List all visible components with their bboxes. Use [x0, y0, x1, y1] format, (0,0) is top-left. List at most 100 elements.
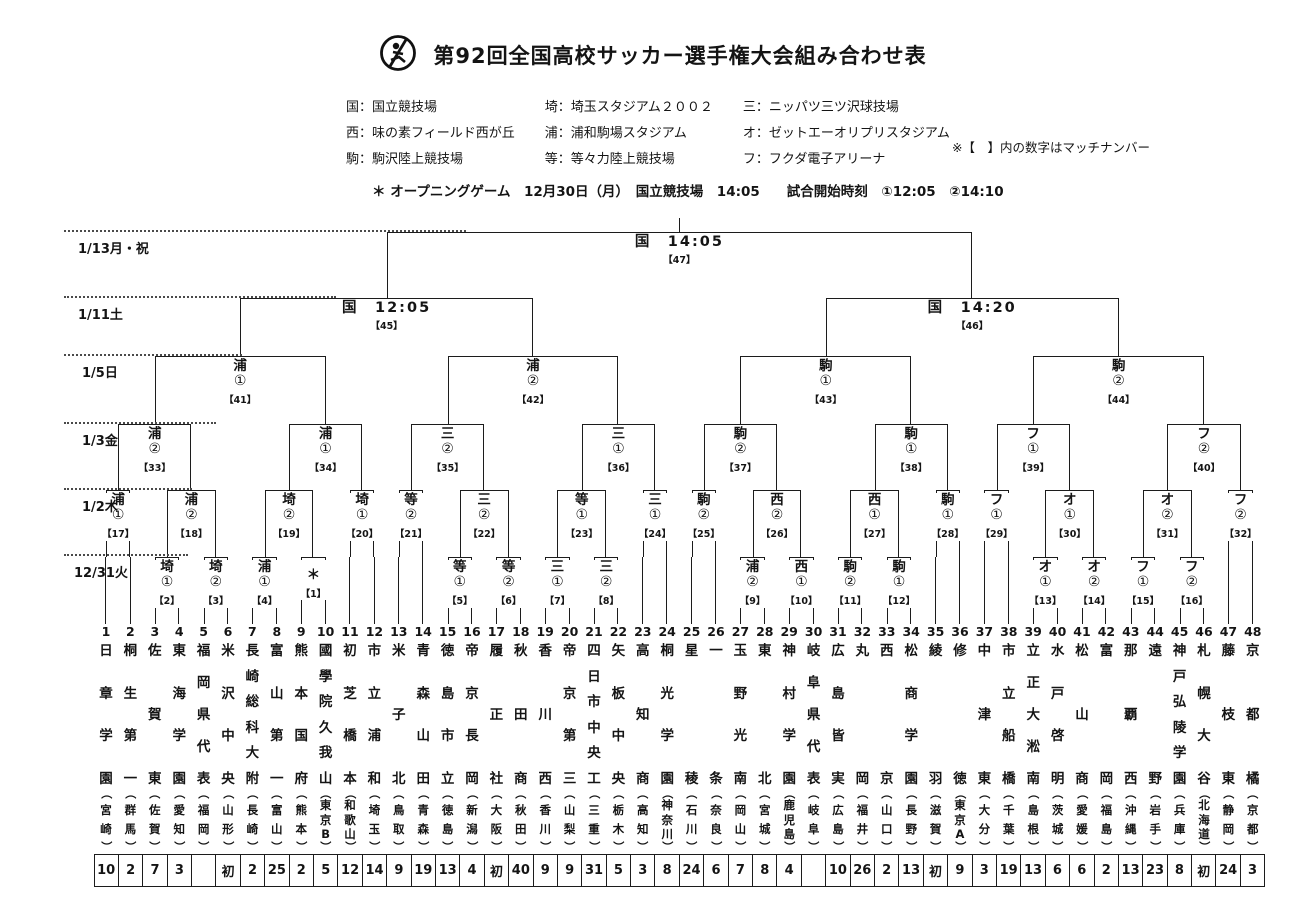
match-number: 【15】 [1126, 596, 1160, 608]
match-29-label: フ ① 【29】 [979, 492, 1014, 541]
match-venue: 西 [770, 492, 784, 508]
match-27-label: 西 ① 【27】 [857, 493, 892, 541]
team-column-1: 1 日章学園（宮崎） [94, 624, 119, 852]
team-name: 東北 [758, 643, 772, 787]
team-column-12: 12 市立浦和（埼玉） [362, 624, 387, 852]
team-column-25: 25 星稜（石川） [679, 624, 704, 852]
match-number: 【10】 [785, 596, 818, 608]
match-venue: オ [1087, 559, 1101, 575]
team-column-33: 33 西京（山口） [874, 624, 899, 852]
team-name: 米沢中央 [221, 643, 235, 787]
bye-line-team-35 [934, 557, 936, 624]
match-venue: 埼 [282, 492, 296, 508]
team-prefecture: （山口） [880, 788, 894, 852]
match-9-label: 浦 ② 【9】 [738, 560, 767, 608]
team-number: 11 [341, 624, 359, 639]
team-prefecture: （福井） [855, 788, 869, 852]
team-column-40: 40 水戸啓明（茨城） [1045, 624, 1070, 852]
appearance-count-cell: 13 [1020, 855, 1044, 886]
team-column-32: 32 丸岡（福井） [850, 624, 875, 852]
legend-column: 埼：埼玉スタジアム２００２ 浦：浦和駒場スタジアム 等：等々力陸上競技場 [545, 96, 713, 167]
team-name: 徳島市立 [440, 643, 455, 787]
legend-item: 国：国立競技場 [346, 100, 438, 115]
match-16-label: フ ② 【16】 [1174, 559, 1209, 608]
match-venue: フ [1197, 426, 1211, 442]
match-33-connector: 浦 ② 【33】 [118, 424, 192, 490]
team-prefecture: （長崎） [245, 788, 259, 852]
team-name: 松商学園 [904, 643, 918, 787]
match-slot: ① [551, 573, 564, 590]
team-column-27: 27 玉野光南（岡山） [728, 624, 753, 852]
match-slot: ① [355, 506, 369, 523]
match-number: 【6】 [495, 596, 522, 608]
match-11-connector: 駒 ② 【11】 [833, 557, 868, 624]
bye-line-team-47 [1227, 557, 1229, 624]
team-number: 4 [174, 624, 184, 639]
match-venue: 等 [575, 492, 589, 508]
match-33-label: 浦 ② 【33】 [137, 427, 172, 475]
team-name: 帝京第三 [562, 643, 577, 787]
match-number: 【8】 [593, 596, 619, 608]
match-venue-time: 国 12:05 [342, 300, 432, 316]
match-venue: 三 [550, 559, 565, 575]
team-column-46: 46 札幌大谷（北海道） [1192, 624, 1217, 852]
appearance-count-cell: 19 [995, 855, 1020, 886]
match-46-connector: 国 14:20 【46】 [825, 298, 1119, 356]
legend-item: 西：味の素フィールド西が丘 [346, 126, 515, 141]
match-venue: 等 [453, 559, 467, 575]
match-31-label: オ ② 【31】 [1150, 493, 1185, 541]
team-prefecture: （三重） [587, 788, 601, 852]
team-name: 京都橘 [1246, 643, 1260, 787]
match-number-note: ※【 】内の数字はマッチナンバー [952, 140, 1150, 155]
appearance-count-cell: 7 [727, 855, 752, 886]
match-venue: フ [1026, 426, 1040, 442]
match-3-label: 埼 ② 【3】 [201, 560, 230, 608]
team-column-11: 11 初芝橋本（和歌山） [338, 624, 363, 852]
match-slot: ② [526, 372, 540, 389]
appearance-count-cell [191, 855, 215, 886]
match-11-label: 駒 ② 【11】 [833, 560, 868, 608]
team-number: 45 [1170, 624, 1189, 639]
team-name: 履正社 [489, 643, 504, 787]
team-name: 水戸啓明 [1050, 643, 1065, 787]
match-28-connector: 駒 ① 【28】 [930, 490, 965, 557]
match-slot: ① [648, 506, 662, 523]
match-venue-time: 国 14:20 [927, 300, 1017, 316]
appearance-count-cell: 25 [264, 855, 288, 886]
team-name: 神戸弘陵学園 [1172, 643, 1187, 787]
match-number: 【23】 [565, 529, 598, 541]
team-number: 14 [414, 624, 432, 639]
team-column-29: 29 神村学園（鹿児島） [777, 624, 802, 852]
match-5-label: 等 ① 【5】 [445, 559, 474, 608]
team-number: 22 [609, 624, 628, 639]
match-slot: ② [477, 506, 491, 523]
team-column-24: 24 桐光学園（神奈川） [655, 624, 680, 852]
match-slot: ① [612, 440, 625, 457]
bye-line-team-37 [983, 557, 985, 624]
appearance-count-cell: 初 [1191, 855, 1215, 886]
match-number: 【1】 [300, 588, 327, 600]
match-venue: フ [1185, 559, 1199, 575]
match-slot: ① [1063, 506, 1077, 523]
match-venue: フ [989, 492, 1004, 508]
team-name: 秋田商 [514, 643, 528, 787]
match-slot: ① [1026, 440, 1040, 457]
match-38-label: 駒 ① 【38】 [894, 427, 929, 475]
match-number: 【38】 [895, 463, 928, 475]
appearance-count-cell: 14 [361, 855, 386, 886]
team-name: 四日市中央工 [587, 643, 601, 787]
round-date-label: 1/2木 [82, 500, 118, 515]
match-number: 【16】 [1175, 596, 1208, 608]
team-number: 37 [975, 624, 994, 639]
team-prefecture: （東京 B） [319, 788, 333, 852]
team-column-41: 41 松山商（愛媛） [1070, 624, 1095, 852]
match-40-label: フ ② 【40】 [1186, 426, 1222, 475]
team-prefecture: （大分） [977, 788, 991, 852]
team-number: 20 [560, 624, 579, 639]
match-slot: ① [160, 573, 174, 590]
match-slot: ① [453, 573, 467, 590]
team-number: 39 [1024, 624, 1042, 639]
appearance-count-cell: 13 [434, 855, 459, 886]
legend-item: 三：ニッパツ三ツ沢球技場 [742, 100, 899, 115]
